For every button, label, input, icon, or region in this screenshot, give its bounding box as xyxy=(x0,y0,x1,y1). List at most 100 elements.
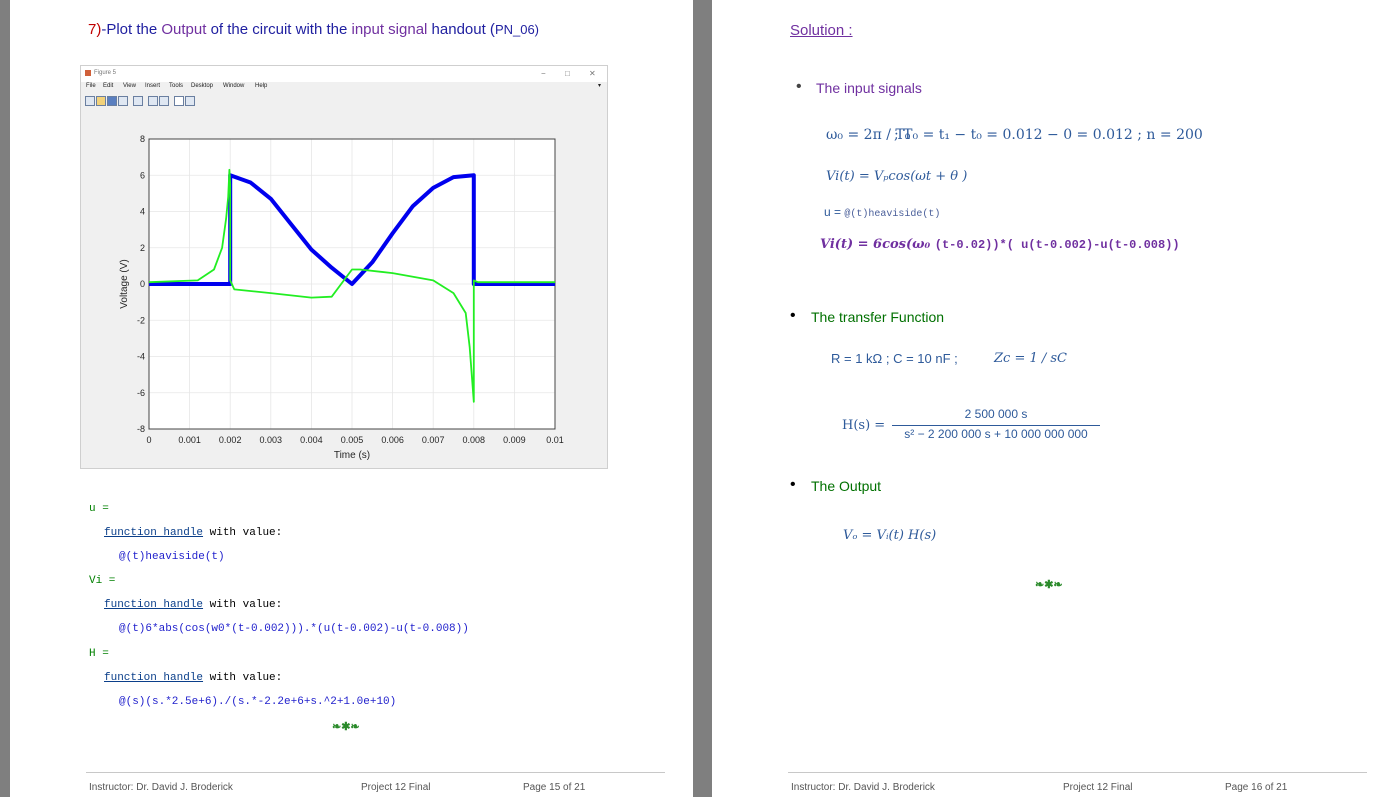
colorbar-icon[interactable] xyxy=(148,96,158,106)
with-value-text: with value: xyxy=(203,527,283,539)
footer-instructor: Instructor: Dr. David J. Broderick xyxy=(89,782,233,793)
x-tick-label: 0.007 xyxy=(422,435,445,445)
matlab-logo-icon xyxy=(85,70,91,76)
zoom-icon[interactable] xyxy=(133,96,143,106)
figure-titlebar: Figure 5 − □ ✕ xyxy=(81,66,607,82)
y-axis-label: Voltage (V) xyxy=(119,259,130,308)
omega-equation: ω₀ = 2π / T₀ xyxy=(826,127,911,143)
function-handle-link[interactable]: function handle xyxy=(104,599,204,611)
x-axis-label: Time (s) xyxy=(334,450,370,461)
code-vi-value: @(t)6*abs(cos(w0*(t-0.002))).*(u(t-0.002… xyxy=(119,623,469,635)
y-tick-label: 2 xyxy=(140,243,145,253)
question-number: 7) xyxy=(88,21,102,38)
bullet-icon: • xyxy=(796,78,802,95)
heading-transfer-function: The transfer Function xyxy=(811,309,945,325)
function-handle-link[interactable]: function handle xyxy=(104,527,204,539)
question-word-input-signal: input signal xyxy=(351,21,428,38)
bullet-input-signals: • xyxy=(796,78,802,96)
y-tick-label: 4 xyxy=(140,207,145,217)
menu-view[interactable]: View xyxy=(123,83,136,89)
y-tick-label: -4 xyxy=(137,352,145,362)
menu-desktop[interactable]: Desktop xyxy=(191,83,214,89)
minimize-button[interactable]: − xyxy=(541,69,546,78)
voltage-plot: 0 0.001 0.002 0.003 0.004 0.005 0.006 0.007 0.00… xyxy=(119,134,564,461)
menu-help[interactable]: Help xyxy=(255,83,268,89)
print-icon[interactable] xyxy=(118,96,128,106)
y-tick-label: 0 xyxy=(140,279,145,289)
solution-heading: Solution : xyxy=(790,22,853,39)
series-line-1 xyxy=(148,168,555,403)
footer-instructor: Instructor: Dr. David J. Broderick xyxy=(791,782,935,793)
footer-page: Page 15 of 21 xyxy=(523,782,586,793)
code-h-label: H = xyxy=(89,648,109,660)
question-text-3: handout ( xyxy=(427,21,495,38)
h-numerator: 2 500 000 s xyxy=(964,407,1028,421)
fraction-bar xyxy=(892,425,1100,426)
x-tick-label: 0.004 xyxy=(300,435,323,445)
zc-equation: Zc = 1 / sC xyxy=(994,351,1068,366)
footer-rule xyxy=(788,772,1367,773)
menu-arrow-icon[interactable]: ▾ xyxy=(598,83,602,89)
close-button[interactable]: ✕ xyxy=(589,69,596,78)
legend-icon[interactable] xyxy=(159,96,169,106)
matlab-figure-window: Figure 5 − □ ✕ File Edit View Insert Too… xyxy=(80,65,608,469)
open-file-icon[interactable] xyxy=(96,96,106,106)
function-handle-link[interactable]: function handle xyxy=(104,672,204,684)
maximize-button[interactable]: □ xyxy=(565,69,570,78)
code-vi-label: Vi = xyxy=(89,575,116,587)
ornament-divider: ❧✱❧ xyxy=(1035,579,1063,591)
footer-project: Project 12 Final xyxy=(361,782,431,793)
figure-toolbar xyxy=(81,94,607,108)
y-tick-label: -2 xyxy=(137,315,145,325)
plot-tools-icon[interactable] xyxy=(185,96,195,106)
question-word-output: Output xyxy=(161,21,207,38)
u-eq-code: @(t)heaviside(t) xyxy=(844,209,941,220)
new-figure-icon[interactable] xyxy=(85,96,95,106)
h-denominator: s² − 2 200 000 s + 10 000 000 000 xyxy=(904,427,1088,441)
y-tick-label: -8 xyxy=(137,424,145,434)
code-h-value: @(s)(s.*2.5e+6)./(s.*-2.2e+6+s.^2+1.0e+1… xyxy=(119,696,397,708)
question-title: 7)-Plot the Output of the circuit with t… xyxy=(88,21,539,38)
heading-input-signals: The input signals xyxy=(816,80,922,96)
output-equation: Vₒ = Vᵢ(t) H(s) xyxy=(843,528,937,543)
period-equation: ; T₀ = t₁ − t₀ = 0.012 − 0 = 0.012 ; n =… xyxy=(894,127,1203,143)
x-tick-label: 0.002 xyxy=(219,435,242,445)
heading-output: The Output xyxy=(811,478,882,494)
question-text-4: PN_06) xyxy=(494,22,540,37)
x-tick-label: 0.01 xyxy=(546,435,564,445)
x-tick-label: 0.001 xyxy=(178,435,201,445)
figure-title: Figure 5 xyxy=(94,70,117,76)
with-value-text: with value: xyxy=(203,599,283,611)
question-text-2: of the circuit with the xyxy=(206,21,352,38)
code-u-label: u = xyxy=(89,503,109,515)
footer-project: Project 12 Final xyxy=(1063,782,1133,793)
x-tick-label: 0.003 xyxy=(260,435,283,445)
menu-file[interactable]: File xyxy=(86,83,96,89)
y-tick-label: 6 xyxy=(140,170,145,180)
menu-edit[interactable]: Edit xyxy=(103,83,114,89)
x-tick-label: 0.006 xyxy=(381,435,404,445)
x-tick-label: 0.005 xyxy=(341,435,364,445)
y-tick-label: 8 xyxy=(140,134,145,144)
x-tick-label: 0.008 xyxy=(463,435,486,445)
vi-full-code: (t-0.02))*( u(t-0.002)-u(t-0.008)) xyxy=(934,238,1180,252)
pointer-icon[interactable] xyxy=(174,96,184,106)
menu-window[interactable]: Window xyxy=(223,83,245,89)
ornament-divider: ❧✱❧ xyxy=(332,721,360,733)
figure-menubar: File Edit View Insert Tools Desktop Wind… xyxy=(81,83,607,93)
with-value-text: with value: xyxy=(203,672,283,684)
code-u-value: @(t)heaviside(t) xyxy=(119,551,225,563)
y-tick-label: -6 xyxy=(137,388,145,398)
menu-tools[interactable]: Tools xyxy=(169,83,184,89)
document-page-left: 7)-Plot the Output of the circuit with t… xyxy=(10,0,693,797)
footer-rule xyxy=(86,772,665,773)
document-page-right: Solution : • The input signals ω₀ = 2π /… xyxy=(712,0,1393,797)
question-text-1: -Plot the xyxy=(101,21,162,38)
vi-general-equation: Vi(t) = Vₚcos(ωt + θ ) xyxy=(826,169,968,184)
x-tick-label: 0.009 xyxy=(503,435,526,445)
bullet-icon: • xyxy=(790,307,796,324)
menu-insert[interactable]: Insert xyxy=(145,83,161,89)
vi-full-label: Vi(t) = 6cos(ω₀ xyxy=(820,237,935,252)
save-icon[interactable] xyxy=(107,96,117,106)
series-line-0 xyxy=(149,173,555,286)
